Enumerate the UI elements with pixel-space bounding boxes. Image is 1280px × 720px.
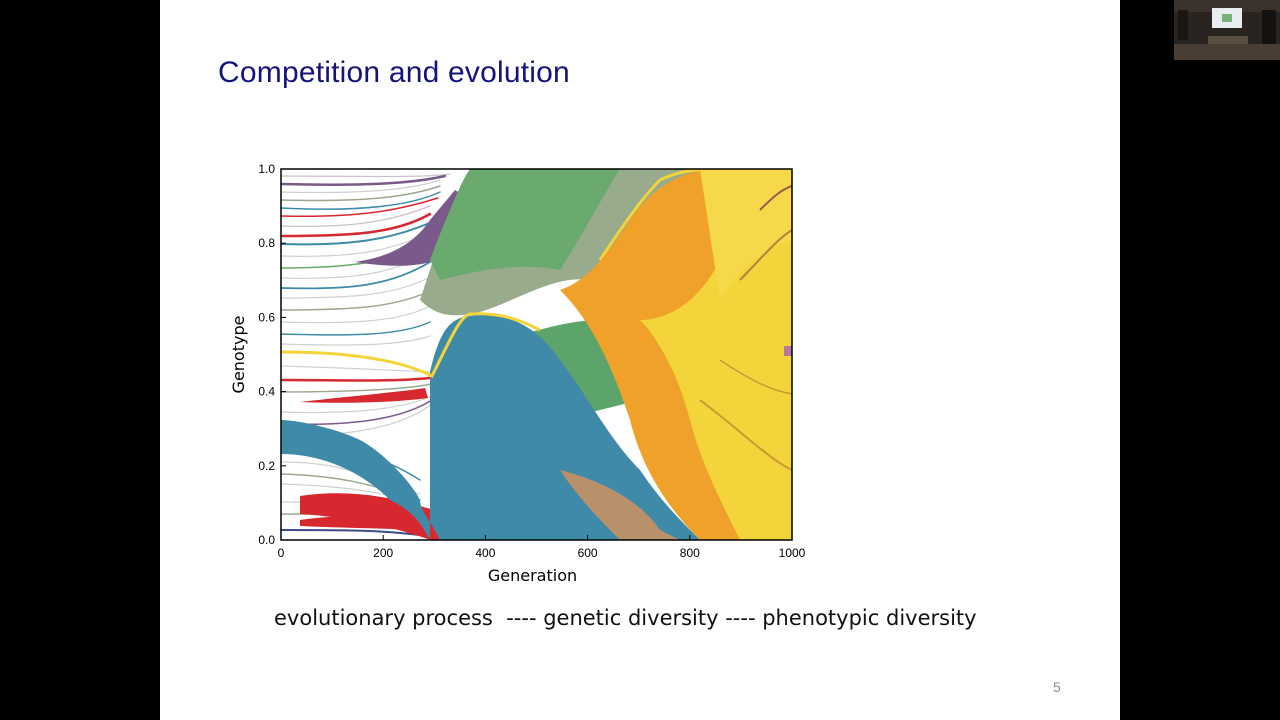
- yellow-band: [640, 180, 792, 540]
- red-band-mid: [300, 516, 410, 530]
- y-tick-label: 0.8: [258, 236, 275, 250]
- axes-layer: 0 200 400 600 800 1000 0.0 0.2 0.4 0.6 0.8 1.0 Gener…: [229, 162, 806, 585]
- x-tick-label: 0: [278, 546, 285, 560]
- brown-band: [560, 470, 680, 540]
- yellow-streak-2: [598, 169, 721, 261]
- x-axis-label: Generation: [488, 566, 577, 585]
- y-tick-label: 0.6: [258, 310, 275, 324]
- presenter-camera-thumbnail[interactable]: [1174, 0, 1280, 60]
- y-axis-label: Genotype: [229, 316, 248, 394]
- x-tick-label: 800: [680, 546, 700, 560]
- x-tick-label: 200: [373, 546, 393, 560]
- green-band: [430, 169, 620, 280]
- y-tick-label: 1.0: [258, 162, 275, 176]
- y-tick-label: 0.4: [258, 385, 275, 399]
- slide-caption: evolutionary process ---- genetic divers…: [274, 606, 977, 630]
- x-tick-label: 400: [475, 546, 495, 560]
- y-tick-label: 0.0: [258, 533, 275, 547]
- x-tick-label: 1000: [779, 546, 806, 560]
- page-number: 5: [1053, 679, 1061, 695]
- muller-plot: 0 200 400 600 800 1000 0.0 0.2 0.4 0.6 0.8 1.0 Gener…: [229, 162, 806, 585]
- red-band-top: [300, 388, 428, 403]
- presenter-camera-icon: [1174, 0, 1280, 60]
- plot-frame: [280, 168, 793, 541]
- plot-area: [281, 169, 792, 540]
- y-tick-label: 0.2: [258, 459, 275, 473]
- slide-title: Competition and evolution: [218, 56, 570, 89]
- x-tick-label: 600: [578, 546, 598, 560]
- slide: Competition and evolution: [160, 0, 1120, 720]
- yellow-streak: [281, 312, 541, 379]
- accent-streaks: [699, 399, 792, 471]
